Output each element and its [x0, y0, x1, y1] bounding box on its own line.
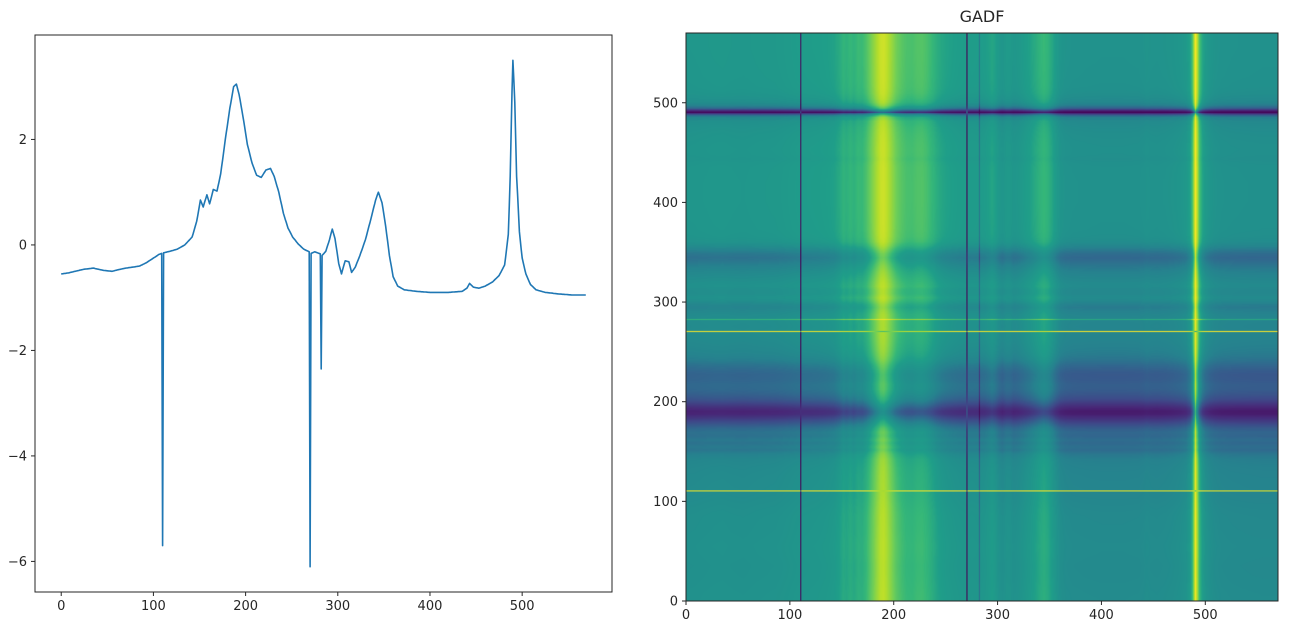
y-tick-label: 2 [19, 133, 27, 148]
y-tick-label: 0 [19, 238, 27, 253]
line-plot-frame [34, 34, 613, 593]
x-tick-label: 100 [141, 599, 166, 614]
x-tick-label: 300 [325, 599, 350, 614]
gadf-plot-title: GADF [959, 7, 1005, 26]
x-tick-label: 400 [1089, 608, 1114, 623]
y-tick-label: 200 [653, 395, 678, 410]
x-tick-label: 0 [57, 599, 65, 614]
x-tick-label: 200 [233, 599, 258, 614]
x-tick-label: 500 [1193, 608, 1218, 623]
y-tick-label: −4 [8, 449, 27, 464]
y-tick-label: −2 [8, 344, 27, 359]
y-tick-label: 100 [653, 495, 678, 510]
gadf-heatmap-image [686, 33, 1278, 601]
y-tick-label: 400 [653, 196, 678, 211]
x-tick-label: 0 [682, 608, 690, 623]
line-plot-axes: 0 100 200 300 400 500 −6 −4 −2 0 2 [8, 34, 613, 614]
x-tick-label: 200 [881, 608, 906, 623]
y-tick-label: 0 [670, 595, 678, 610]
y-tick-label: 300 [653, 296, 678, 311]
x-tick-label: 300 [985, 608, 1010, 623]
x-tick-label: 500 [510, 599, 535, 614]
y-tick-label: −6 [8, 555, 27, 570]
series-line [61, 59, 586, 568]
x-tick-label: 100 [777, 608, 802, 623]
y-tick-label: 500 [653, 96, 678, 111]
x-tick-label: 400 [418, 599, 443, 614]
